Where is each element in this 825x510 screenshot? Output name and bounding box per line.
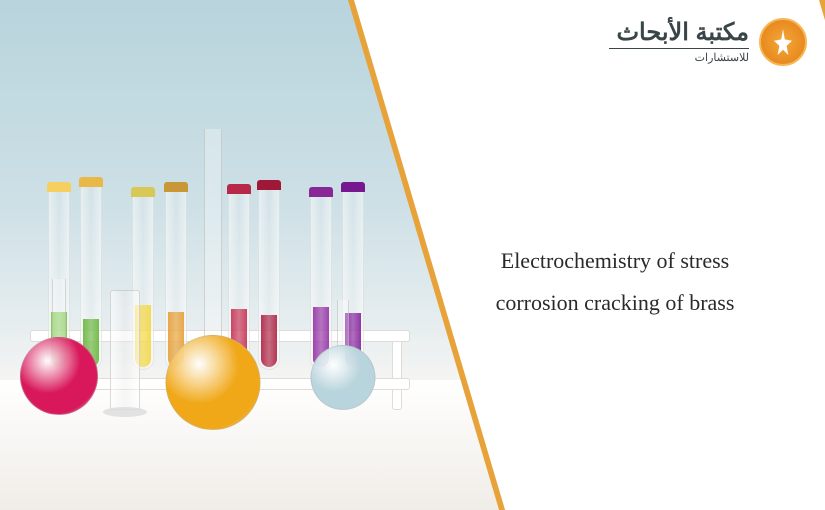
volumetric-flask [165, 115, 260, 430]
logo-sub-text: للاستشارات [609, 51, 749, 64]
tube-cap [309, 187, 333, 197]
tube-cap [257, 180, 281, 190]
logo-icon [759, 18, 807, 66]
rack-leg [392, 330, 402, 410]
volumetric-flask [310, 290, 375, 410]
test-tube [258, 188, 280, 370]
flask-bulb [310, 345, 375, 410]
logo-underline [609, 48, 749, 49]
title-line-1: Electrochemistry of stress [501, 248, 730, 273]
flask-bulb [165, 335, 260, 430]
flask-neck [204, 129, 222, 349]
right-diagonal-accent [819, 0, 825, 510]
tube-cap [131, 187, 155, 197]
tube-cap [47, 182, 71, 192]
title-text: Electrochemistry of stress corrosion cra… [455, 240, 775, 324]
cylinder-base [103, 407, 147, 417]
title-line-2: corrosion cracking of brass [496, 290, 735, 315]
flask-bulb [20, 337, 98, 415]
tube-liquid [261, 315, 277, 367]
tube-cap [79, 177, 103, 187]
volumetric-flask [20, 267, 98, 415]
document-title-area: Electrochemistry of stress corrosion cra… [455, 240, 775, 324]
brand-logo-area: مكتبة الأبحاث للاستشارات [609, 18, 807, 66]
tube-cap [341, 182, 365, 192]
logo-text-block: مكتبة الأبحاث للاستشارات [609, 21, 749, 64]
logo-main-text: مكتبة الأبحاث [609, 21, 749, 45]
logo-lighthouse-icon [774, 29, 792, 55]
graduated-cylinder [110, 290, 140, 410]
